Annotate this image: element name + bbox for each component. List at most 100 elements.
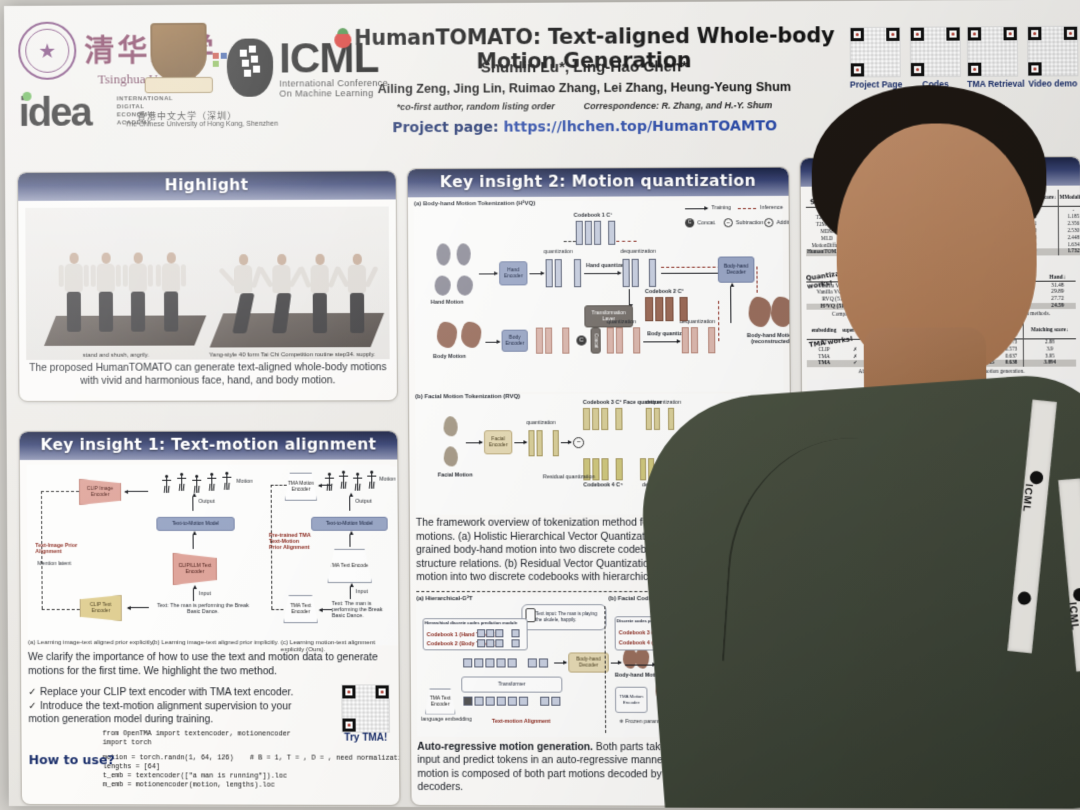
face-code-token xyxy=(653,407,661,430)
text-prompt-b: Text: The man is performing the Break Ba… xyxy=(157,603,249,616)
insight1-body: We clarify the importance of how to use … xyxy=(27,652,378,677)
insight1-subcap-c: (c) Learning motion-text alignment expli… xyxy=(280,639,376,654)
body-quantization-label: quantization xyxy=(606,319,637,326)
tma-prior-alignment-label: Pre-trained TMA Text-Motion Prior Alignm… xyxy=(268,532,311,551)
body-quant-token xyxy=(615,327,624,354)
hand-motion-label: Hand Motion xyxy=(430,299,464,306)
shirt-seam xyxy=(721,429,940,676)
latent-token xyxy=(573,259,582,288)
body-motion-label: Body Motion xyxy=(432,353,466,361)
arrow-output-composed xyxy=(624,664,656,666)
latent-token xyxy=(545,259,553,288)
hier-module-label: Hierarchical discrete codes prediction m… xyxy=(424,619,518,625)
author-notes: *co-first author, random listing order C… xyxy=(306,100,865,113)
face-quantization-label: quantization xyxy=(526,420,556,427)
icml-mark-icon xyxy=(226,38,274,97)
insight1-check-2: ✓ Introduce the text-motion alignment sup… xyxy=(28,700,392,727)
avatar-figure xyxy=(298,253,341,334)
body-quant-token xyxy=(606,327,614,354)
hand-mesh xyxy=(456,275,474,296)
icml-pixel-red xyxy=(212,52,219,59)
dequantization-label-hand: dequantization xyxy=(620,248,656,255)
arrow-to-subtract xyxy=(560,442,571,444)
lower-subfig-a-label: (a) Hierarchical-G²T xyxy=(416,595,473,602)
qr-code-icon[interactable] xyxy=(1026,25,1079,77)
face-latent-token xyxy=(528,430,535,457)
subtraction-node-icon: − xyxy=(572,437,585,449)
qr-code-icon[interactable] xyxy=(341,684,390,733)
authors-primary: Shunlin Lu*, Ling-Hao Chen* xyxy=(480,58,688,77)
qr-tma-retrieval[interactable]: TMA Retrieval xyxy=(966,26,1025,90)
arrow-text-to-tma xyxy=(319,609,332,611)
arrow-encoder-to-tokens xyxy=(529,273,544,275)
subfig-b-label: (b) Facial Motion Tokenization (RVQ) xyxy=(415,393,521,401)
qr-codes[interactable]: Codes xyxy=(909,26,961,89)
idea-dot-icon xyxy=(22,91,32,101)
arrow-hand-quantizer xyxy=(584,273,621,275)
qr-code-icon[interactable] xyxy=(909,26,961,78)
text-image-prior-alignment-label: Text-Image Prior Alignment xyxy=(35,542,78,556)
panel-title-insight1: Key insight 1: Text-motion alignment xyxy=(19,431,398,460)
output-label-b: Output xyxy=(198,498,215,505)
auto-regressive-bold: Auto-regressive motion generation. xyxy=(417,741,594,753)
codebook4-entry xyxy=(615,458,623,481)
arrow-face-to-encoder xyxy=(465,442,483,444)
note-correspondence: Correspondence: R. Zhang, and H.-Y. Shum xyxy=(583,100,773,112)
person-in-foreground: ICML ICML xyxy=(634,84,1080,809)
motion-label-c: Motion xyxy=(379,476,396,483)
codebook3-entry xyxy=(615,407,623,431)
project-page-label: Project page: xyxy=(392,119,499,137)
text-input-label: Text input: The man is playing the ukule… xyxy=(535,610,598,622)
arrow-body-to-encoder xyxy=(485,341,500,343)
face-mesh xyxy=(443,446,458,467)
codebook1-entry xyxy=(608,220,616,245)
icml-pixel-blue xyxy=(220,52,227,59)
transformer-box: Transformer xyxy=(461,675,563,693)
codebook1-label: Codebook 1 C¹ xyxy=(573,212,613,219)
arrow-output-c xyxy=(349,496,351,511)
how-to-use-label: How to use? xyxy=(28,752,115,768)
qr-video-demo[interactable]: Video demo xyxy=(1026,25,1079,89)
codebook1-entry xyxy=(584,220,593,245)
qr-project-page[interactable]: Project Page xyxy=(849,26,902,90)
tma-dash-top xyxy=(270,484,287,486)
codebook3-entry xyxy=(592,407,600,431)
arrow-encoder-to-model-b xyxy=(192,534,194,549)
body-latent-token xyxy=(562,327,570,354)
prior-dash-bottom xyxy=(41,609,80,611)
insight1-panel-c: TMA Motion Encoder Motion Output Text-to… xyxy=(268,466,399,646)
panel-highlight: Highlight stand and shush, angrily. Yang… xyxy=(17,170,398,402)
arrow-encoder-to-latents-face xyxy=(514,442,527,444)
face-mesh xyxy=(443,416,458,437)
qr-code-icon[interactable] xyxy=(966,26,1019,77)
codebook4-label: Codebook 4 C⁴ xyxy=(583,482,623,489)
body-hand-decoder-lower: Body-hand Decoder xyxy=(568,651,609,673)
tma-text-encoder-box: TMA Text Encoder xyxy=(327,549,372,583)
qr-label: TMA Retrieval xyxy=(967,78,1025,90)
output-label-c: Output xyxy=(355,498,372,505)
arrow-motion-to-tma xyxy=(318,484,332,486)
clip-text-encoder-box: CLIP Text Encoder xyxy=(80,595,122,621)
panel-title-highlight: Highlight xyxy=(18,171,396,201)
qr-code-icon[interactable] xyxy=(849,26,901,78)
codebook3-label: Codebook 3 C³ xyxy=(582,399,622,406)
arrow-tokens-to-decoder xyxy=(554,661,567,664)
codebook2-entry xyxy=(655,297,664,322)
input-label-b: Input xyxy=(198,591,212,598)
arrow-input-c xyxy=(349,587,351,600)
text-to-motion-model-c: Text-to-Motion Model xyxy=(311,516,388,531)
body-latent-token xyxy=(544,327,553,354)
face-code-token xyxy=(645,407,652,430)
avatar-figure xyxy=(155,252,187,332)
face-latent-token xyxy=(552,430,559,457)
clip-image-encoder-box: CLIP Image Encoder xyxy=(79,479,121,505)
insight1-panel-b: Motion Output Text-to-Motion Model CLIP/… xyxy=(148,466,270,646)
code-token xyxy=(648,258,657,288)
icml-pixel-green xyxy=(212,60,219,67)
facial-motion-label: Facial Motion xyxy=(437,472,473,479)
mention-latent-label: Mention latent xyxy=(37,560,72,568)
residual-quantization-label: Residual quantization xyxy=(542,474,596,481)
text-prompt-c: Text: The man is performing the Break Ba… xyxy=(331,601,383,620)
highlight-caption-left: stand and shush, angrily. xyxy=(82,352,150,359)
check-icon: ✓ xyxy=(28,701,37,713)
